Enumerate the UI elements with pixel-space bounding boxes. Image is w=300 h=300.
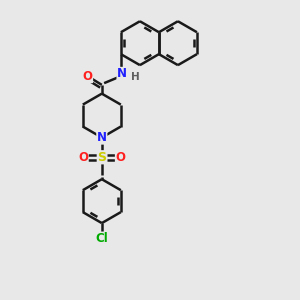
Text: S: S [97, 151, 106, 164]
Text: O: O [78, 151, 88, 164]
Text: O: O [82, 70, 92, 83]
Text: O: O [116, 151, 125, 164]
Text: Cl: Cl [95, 232, 108, 245]
Text: N: N [117, 68, 127, 80]
Text: H: H [131, 72, 140, 82]
Text: N: N [97, 131, 107, 144]
